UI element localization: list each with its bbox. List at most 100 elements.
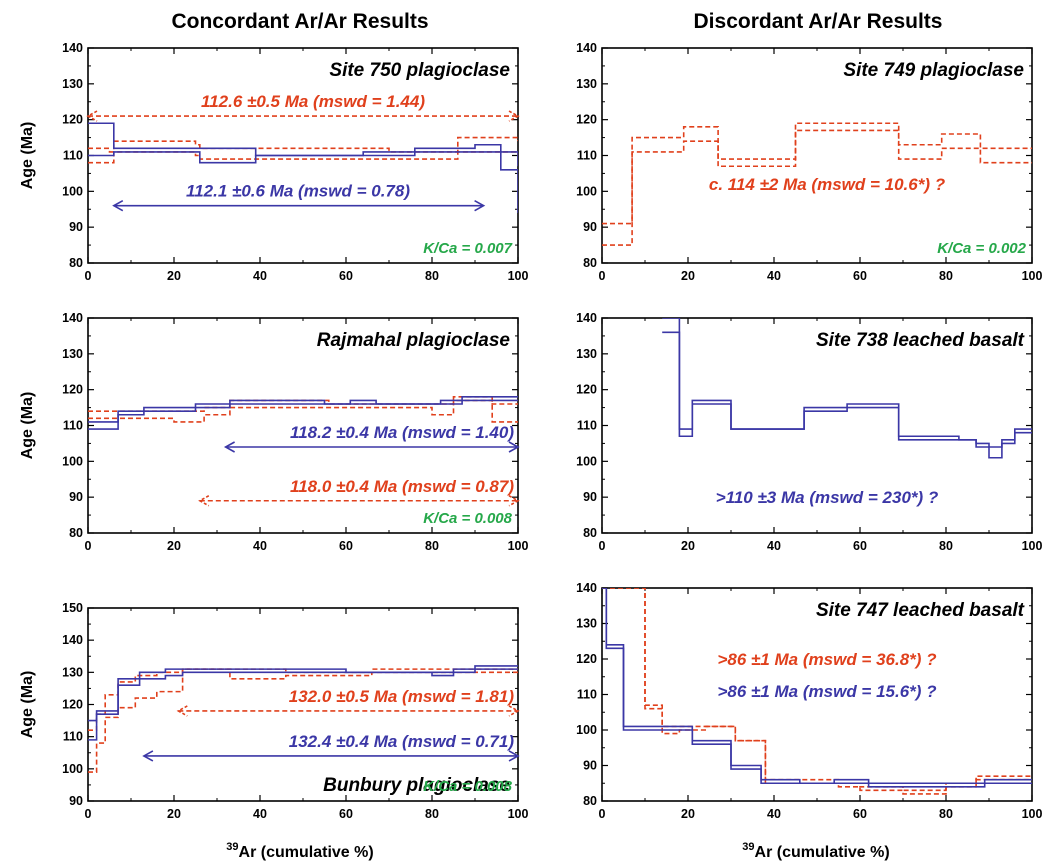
y-axis-label: Age (Ma) — [19, 122, 36, 190]
y-tick-label: 130 — [62, 77, 83, 91]
x-tick-label: 20 — [681, 539, 695, 553]
y-tick-label: 100 — [576, 454, 597, 468]
data-area — [602, 122, 1032, 246]
spectrum-red-lower — [88, 668, 518, 773]
spectrum-red-lower — [602, 129, 1032, 246]
y-tick-label: 90 — [69, 794, 83, 808]
plateau-label-red: 112.6 ±0.5 Ma (mswd = 1.44) — [201, 92, 425, 111]
x-tick-label: 40 — [253, 539, 267, 553]
x-axis-label-left-sup: 39 — [226, 841, 238, 853]
data-area — [88, 396, 518, 430]
panel-1: 80 90 100 110 120 130 140 0 20 40 60 80 100 Age (Ma) S… — [19, 41, 528, 283]
x-tick-label: 60 — [853, 269, 867, 283]
panel-title: Bunbury plagioclase — [323, 775, 510, 796]
y-tick-label: 140 — [62, 633, 83, 647]
x-tick-label: 80 — [939, 539, 953, 553]
plateau-label-blue: 132.4 ±0.4 Ma (mswd = 0.71) — [289, 732, 515, 751]
x-tick-label: 20 — [167, 539, 181, 553]
spectrum-red-lower — [602, 588, 1032, 795]
panel-6: 80 90 100 110 120 130 140 0 20 40 60 80 100 Site 747 … — [576, 581, 1042, 821]
x-tick-label: 40 — [253, 269, 267, 283]
x-tick-label: 100 — [508, 539, 529, 553]
y-axis-label: Age (Ma) — [19, 392, 36, 460]
column-title-left: Concordant Ar/Ar Results — [171, 10, 428, 33]
age-annotation-blue: >110 ±3 Ma (mswd = 230*) ? — [716, 488, 939, 507]
x-tick-label: 0 — [85, 539, 92, 553]
x-tick-label: 40 — [767, 539, 781, 553]
kca-label: K/Ca = 0.002 — [937, 240, 1026, 257]
kca-label: K/Ca = 0.008 — [423, 778, 512, 795]
plateau-label-red: 118.0 ±0.4 Ma (mswd = 0.87) — [290, 477, 514, 496]
x-tick-label: 60 — [853, 807, 867, 821]
y-tick-label: 90 — [583, 759, 597, 773]
y-tick-label: 110 — [577, 688, 597, 702]
plateau-arrowhead-right — [508, 705, 520, 717]
column-title-right: Discordant Ar/Ar Results — [694, 10, 943, 33]
plateau-arrowhead-left — [176, 705, 188, 717]
y-tick-label: 90 — [69, 220, 83, 234]
y-tick-label: 130 — [576, 77, 597, 91]
x-tick-label: 100 — [1022, 539, 1043, 553]
spectrum-blue-lower — [88, 399, 518, 430]
y-tick-label: 120 — [576, 113, 597, 127]
x-tick-label: 0 — [85, 807, 92, 821]
plateau-arrowhead-right — [508, 495, 520, 507]
y-tick-label: 110 — [63, 730, 83, 744]
x-tick-label: 100 — [1022, 269, 1043, 283]
data-area — [88, 665, 518, 773]
spectrum-red-upper — [88, 136, 518, 153]
x-tick-label: 60 — [339, 807, 353, 821]
plateau-arrowhead-left — [142, 750, 154, 762]
y-tick-label: 120 — [576, 383, 597, 397]
kca-label: K/Ca = 0.008 — [423, 510, 512, 527]
spectrum-blue-upper — [88, 396, 518, 423]
x-axis-label-right-main: Ar (cumulative %) — [755, 844, 890, 861]
x-tick-label: 0 — [85, 269, 92, 283]
data-area — [88, 122, 518, 213]
panel-4: 80 90 100 110 120 130 140 0 20 40 60 80 100 Site 738 … — [576, 311, 1042, 553]
y-tick-label: 80 — [583, 256, 597, 270]
spectrum-red-upper — [602, 122, 1032, 225]
x-axis-label-right-sup: 39 — [742, 841, 754, 853]
x-tick-label: 60 — [339, 269, 353, 283]
data-area — [662, 318, 1032, 459]
x-tick-label: 40 — [767, 269, 781, 283]
panel-title: Site 747 leached basalt — [816, 600, 1025, 621]
spectrum-blue-lower — [88, 151, 518, 213]
x-tick-label: 40 — [767, 807, 781, 821]
plateau-label-blue: 112.1 ±0.6 Ma (mswd = 0.78) — [186, 182, 410, 201]
x-tick-label: 80 — [425, 807, 439, 821]
y-tick-label: 80 — [583, 526, 597, 540]
y-tick-label: 130 — [62, 347, 83, 361]
x-tick-label: 80 — [939, 807, 953, 821]
plateau-label-red: 132.0 ±0.5 Ma (mswd = 1.81) — [289, 687, 515, 706]
data-area — [602, 588, 1032, 795]
x-axis-label-left-main: Ar (cumulative %) — [239, 844, 374, 861]
y-tick-label: 140 — [576, 581, 597, 595]
y-tick-label: 120 — [62, 383, 83, 397]
plateau-arrowhead-right — [508, 441, 520, 453]
y-tick-label: 110 — [577, 149, 597, 163]
age-annotation-red: >86 ±1 Ma (mswd = 36.8*) ? — [717, 650, 937, 669]
x-tick-label: 20 — [681, 807, 695, 821]
y-tick-label: 140 — [576, 311, 597, 325]
y-tick-label: 130 — [62, 665, 83, 679]
spectrum-blue-upper — [88, 122, 518, 167]
panel-3: 80 90 100 110 120 130 140 0 20 40 60 80 100 Age (Ma) R… — [19, 311, 528, 553]
x-tick-label: 100 — [1022, 807, 1043, 821]
x-tick-label: 100 — [508, 807, 529, 821]
panel-title: Rajmahal plagioclase — [317, 330, 511, 351]
y-tick-label: 110 — [577, 419, 597, 433]
y-tick-label: 120 — [62, 698, 83, 712]
plateau-arrowhead-left — [112, 199, 124, 212]
panel-title: Site 750 plagioclase — [329, 60, 510, 81]
plateau-arrowhead-left — [198, 495, 210, 507]
kca-label: K/Ca = 0.007 — [423, 240, 512, 257]
y-tick-label: 100 — [62, 184, 83, 198]
y-tick-label: 140 — [576, 41, 597, 55]
x-tick-label: 80 — [939, 269, 953, 283]
plateau-arrowhead-left — [86, 110, 98, 122]
spectrum-blue-lower — [88, 668, 518, 741]
x-axis-label-left: 39Ar (cumulative %) — [226, 841, 373, 861]
